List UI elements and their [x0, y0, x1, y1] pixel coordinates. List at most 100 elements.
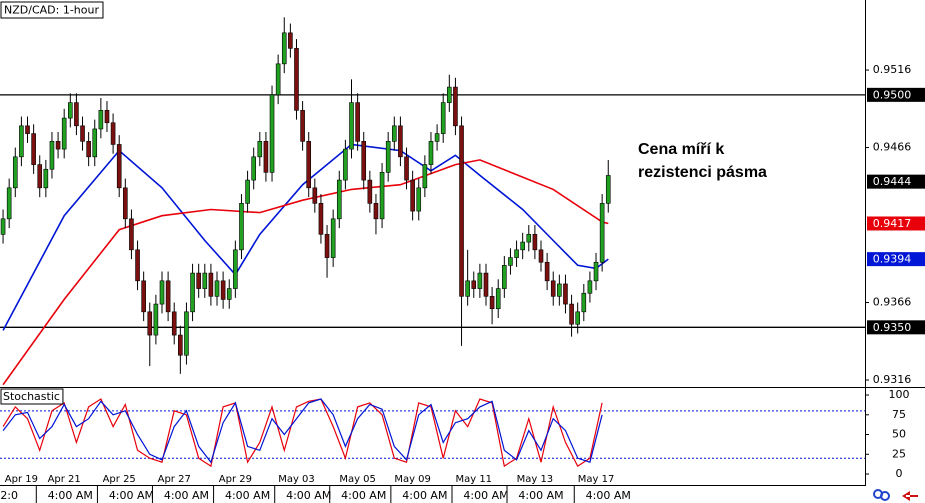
candle-body — [349, 102, 354, 150]
candle-body — [453, 86, 458, 127]
candle-body — [239, 203, 244, 251]
candle-body — [92, 128, 98, 158]
candle-body — [25, 125, 30, 134]
candle-body — [184, 311, 189, 356]
x-tick-label: 4:00 AM — [586, 489, 631, 502]
candle-body — [159, 280, 165, 305]
x-tick-label: Apr 19 — [5, 474, 38, 485]
link-icon[interactable] — [880, 491, 890, 501]
panel-title: Stochastic — [3, 390, 60, 403]
candle-body — [593, 261, 599, 282]
x-tick-label: May 05 — [339, 474, 376, 485]
candle-body — [489, 296, 495, 310]
price-badge — [867, 174, 925, 189]
candle-body — [104, 110, 110, 124]
x-tick-label: May 03 — [278, 474, 315, 485]
candle-body — [281, 32, 287, 65]
candle-body — [416, 187, 422, 212]
candle-body — [330, 218, 336, 258]
candle-body — [569, 303, 574, 325]
candle-body — [190, 272, 195, 313]
candle-body — [80, 125, 85, 142]
candle-body — [61, 117, 67, 150]
title-box — [0, 1, 104, 19]
price-badge-label: 0.9500 — [873, 88, 912, 101]
candle-body — [355, 102, 360, 142]
candle-body — [599, 203, 605, 263]
candle-body — [288, 32, 293, 49]
candle-body — [110, 122, 116, 145]
price-badge — [867, 252, 925, 267]
candle-body — [514, 249, 519, 258]
candle-body — [373, 203, 379, 220]
y-tick-label: 0.9316 — [873, 373, 912, 386]
price-badge — [867, 87, 925, 102]
x-tick-label: 4:00 AM — [341, 489, 386, 502]
candle-body — [98, 110, 104, 130]
candle-body — [135, 249, 140, 282]
x-tick-label: Apr 29 — [219, 474, 252, 485]
moving-average — [2, 159, 609, 386]
candle-body — [116, 144, 122, 189]
candle-body — [605, 175, 611, 204]
x-tick-label: May 11 — [455, 474, 492, 485]
candle-body — [520, 241, 525, 251]
x-tick-label: 4:00 AM — [286, 489, 331, 502]
candle-body — [196, 272, 201, 289]
candle-body — [465, 280, 470, 297]
x-tick-label: 4:00 AM — [402, 489, 447, 502]
price-badge-label: 0.9350 — [873, 321, 912, 334]
candle-body — [19, 125, 24, 158]
price-badge-label: 0.9417 — [873, 217, 912, 230]
candle-body — [178, 334, 183, 356]
candle-body — [459, 125, 464, 297]
candle-body — [532, 234, 538, 251]
candle-body — [581, 292, 587, 313]
arrow-icon[interactable] — [902, 491, 918, 501]
candle-body — [31, 133, 36, 165]
candle-body — [508, 257, 513, 266]
y-tick-label: 0.9366 — [873, 296, 912, 309]
x-tick-label: 4:00 AM — [225, 489, 270, 502]
x-tick-label: 2:0 — [0, 489, 18, 502]
candle-body — [312, 187, 318, 204]
price-badge — [867, 320, 925, 335]
candle-body — [171, 311, 177, 336]
candle-body — [428, 141, 434, 165]
candle-body — [557, 283, 562, 297]
y-tick-label: 75 — [892, 408, 906, 421]
candle-body — [447, 86, 452, 103]
annotation: Cena míří k — [638, 141, 724, 158]
candle-body — [495, 288, 501, 310]
candle-body — [0, 218, 6, 235]
candle-body — [68, 102, 73, 119]
candle-body — [422, 164, 428, 189]
panel-title-box — [0, 388, 64, 405]
y-tick-label: 100 — [889, 388, 910, 401]
candle-body — [343, 148, 348, 181]
candle-body — [202, 272, 208, 289]
stochastic-line — [2, 398, 603, 464]
candle-body — [385, 141, 391, 173]
y-tick-label: 50 — [892, 428, 906, 441]
candle-body — [86, 141, 91, 158]
candle-body — [483, 272, 489, 297]
candle-body — [318, 203, 324, 235]
candle-body — [220, 280, 226, 300]
toolbar-icons[interactable] — [873, 489, 918, 501]
chart-title: NZD/CAD: 1-hour — [4, 4, 99, 17]
price-badge-label: 0.9394 — [873, 253, 912, 266]
candle-body — [324, 234, 330, 258]
candle-body — [214, 280, 220, 297]
x-tick-label: 4:00 AM — [48, 489, 93, 502]
candle-body — [300, 110, 305, 142]
x-tick-label: Apr 21 — [48, 474, 81, 485]
candle-body — [575, 311, 580, 325]
x-tick-label: Apr 25 — [103, 474, 136, 485]
candle-body — [434, 133, 440, 142]
candle-body — [404, 156, 409, 181]
y-tick-label: 0.9466 — [873, 141, 912, 154]
y-tick-label: 0.9516 — [873, 63, 912, 76]
candle-body — [74, 102, 79, 127]
